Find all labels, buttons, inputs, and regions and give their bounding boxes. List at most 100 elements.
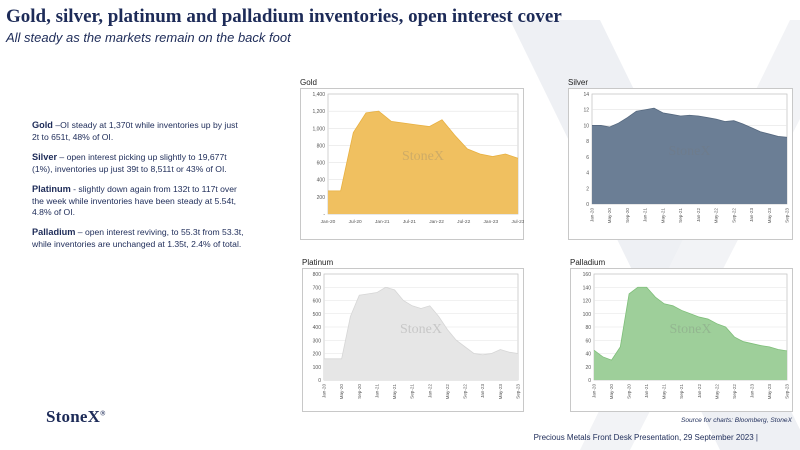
silver-y-tick-label: 4	[586, 171, 589, 177]
platinum-y-tick-label: 800	[313, 272, 322, 278]
platinum-x-tick-label: May-22	[445, 384, 450, 400]
platinum-chart-title: Platinum	[302, 258, 334, 267]
palladium-y-tick-label: 80	[585, 325, 591, 331]
footer-text: Precious Metals Front Desk Presentation,…	[533, 433, 758, 442]
silver-x-tick-label: Jan-21	[643, 208, 648, 222]
silver-x-tick-label: Sep-22	[731, 208, 736, 223]
silver-x-tick-label: Sep-23	[785, 208, 790, 223]
gold-watermark: StoneX	[402, 149, 444, 164]
platinum-y-tick-label: 100	[313, 365, 322, 371]
palladium-x-tick-label: May-22	[714, 384, 719, 400]
gold-y-tick-label: 1,400	[312, 92, 325, 98]
palladium-chart: 0 20 40 60 80 100 120 140 160 StoneX Jan-20 May-20 S…	[570, 268, 793, 412]
gold-x-tick-label: Jan-21	[375, 219, 390, 225]
platinum-x-tick-label: Sep-23	[516, 384, 521, 399]
platinum-y-tick-label: 500	[313, 312, 322, 318]
gold-y-tick-label: 1,200	[312, 109, 325, 115]
platinum-x-tick-label: Jan-23	[480, 384, 485, 398]
palladium-x-tick-label: Jan-20	[592, 384, 597, 398]
palladium-y-tick-label: 60	[585, 338, 591, 344]
gold-x-tick-label: Jul-21	[403, 219, 416, 225]
gold-series-line	[328, 110, 519, 192]
silver-area	[592, 108, 787, 204]
platinum-x-tick-label: Jan-22	[427, 384, 432, 398]
palladium-x-tick-label: Jan-23	[749, 384, 754, 398]
palladium-x-tick-label: Jan-22	[697, 384, 702, 398]
palladium-y-tick-label: 160	[583, 272, 592, 278]
gold-chart-title: Gold	[300, 78, 317, 87]
silver-y-tick-label: 8	[586, 139, 589, 145]
commentary-bullets: Gold –OI steady at 1,370t while inventor…	[32, 120, 247, 260]
gold-y-tick-label: 600	[317, 161, 326, 167]
platinum-x-tick-label: Sep-22	[463, 384, 468, 399]
silver-x-tick-label: May-21	[660, 208, 665, 224]
gold-x-tick-label: Jan-23	[484, 219, 499, 225]
gold-x-tick-label: Jul-20	[349, 219, 362, 225]
palladium-x-tick-label: Sep-21	[679, 384, 684, 399]
platinum-chart: 0 100 200 300 400 500 600 700 800 StoneX Jan-20 May…	[302, 268, 524, 412]
gold-chart: - 200 400 600 800 1,000 1,200 1,400 StoneX Jan-20…	[300, 88, 524, 240]
gold-x-tick-label: Jul-23	[511, 219, 524, 225]
palladium-x-tick-label: May-23	[767, 384, 772, 400]
silver-watermark: StoneX	[669, 144, 711, 159]
silver-x-tick-label: May-22	[714, 208, 719, 224]
silver-y-tick-label: 12	[583, 108, 589, 114]
platinum-x-tick-label: Jan-20	[322, 384, 327, 398]
palladium-y-tick-label: 140	[583, 285, 592, 291]
silver-y-tick-label: 10	[583, 123, 589, 129]
silver-y-tick-label: 14	[583, 92, 589, 98]
stonex-logo: StoneX®	[46, 407, 106, 426]
platinum-x-tick-label: Sep-21	[410, 384, 415, 399]
platinum-y-tick-label: 400	[313, 325, 322, 331]
palladium-y-tick-label: 100	[583, 312, 592, 318]
source-note: Source for charts: Bloomberg, StoneX	[680, 417, 792, 424]
palladium-x-tick-label: May-21	[662, 384, 667, 400]
silver-x-tick-label: May-23	[767, 208, 772, 224]
gold-y-tick-label: 400	[317, 178, 326, 184]
palladium-x-tick-label: Sep-23	[785, 384, 790, 399]
silver-chart-title: Silver	[568, 78, 589, 87]
palladium-watermark: StoneX	[670, 322, 712, 337]
silver-x-tick-label: Jan-23	[749, 208, 754, 222]
platinum-x-tick-label: May-21	[392, 384, 397, 400]
gold-y-tick-label: 200	[317, 195, 326, 201]
platinum-x-tick-label: Jan-21	[374, 384, 379, 398]
palladium-chart-title: Palladium	[570, 258, 606, 267]
silver-x-tick-label: Sep-21	[678, 208, 683, 223]
gold-y-tick-label: 800	[317, 143, 326, 149]
gold-y-tick-label: -	[323, 212, 325, 218]
page-subtitle: All steady as the markets remain on the …	[6, 30, 291, 45]
gold-x-tick-label: Jan-20	[321, 219, 336, 225]
silver-chart: 0 2 4 6 8 10 12 14 StoneX Jan-20 May-20 Sep-20 Jan-2…	[568, 88, 793, 240]
platinum-x-tick-label: May-23	[498, 384, 503, 400]
silver-x-tick-label: Sep-20	[625, 208, 630, 223]
palladium-y-tick-label: 40	[585, 352, 591, 358]
bullet-gold: Gold –OI steady at 1,370t while inventor…	[32, 120, 238, 142]
silver-y-tick-label: 0	[586, 202, 589, 208]
silver-y-tick-label: 6	[586, 155, 589, 161]
palladium-y-tick-label: 120	[583, 299, 592, 305]
platinum-y-tick-label: 0	[318, 378, 321, 384]
silver-x-tick-label: Jan-20	[590, 208, 595, 222]
palladium-x-tick-label: Jan-21	[644, 384, 649, 398]
gold-x-tick-label: Jan-22	[429, 219, 444, 225]
bullet-platinum: Platinum - slightly down again from 132t…	[32, 184, 237, 217]
platinum-watermark: StoneX	[400, 322, 442, 337]
silver-x-tick-label: Jan-22	[696, 208, 701, 222]
gold-area	[328, 111, 518, 214]
palladium-x-tick-label: Sep-22	[732, 384, 737, 399]
platinum-y-tick-label: 600	[313, 299, 322, 305]
bullet-palladium: Palladium – open interest reviving, to 5…	[32, 227, 244, 249]
page-title: Gold, silver, platinum and palladium inv…	[6, 6, 562, 27]
silver-y-tick-label: 2	[586, 186, 589, 192]
platinum-y-tick-label: 700	[313, 285, 322, 291]
platinum-x-tick-label: Sep-20	[357, 384, 362, 399]
platinum-area	[324, 287, 518, 380]
gold-y-tick-label: 1,000	[312, 126, 325, 132]
platinum-y-tick-label: 200	[313, 352, 322, 358]
platinum-y-tick-label: 300	[313, 338, 322, 344]
palladium-x-tick-label: Sep-20	[627, 384, 632, 399]
gold-x-tick-label: Jul-22	[457, 219, 470, 225]
palladium-area	[594, 287, 787, 380]
platinum-x-tick-label: May-20	[339, 384, 344, 400]
